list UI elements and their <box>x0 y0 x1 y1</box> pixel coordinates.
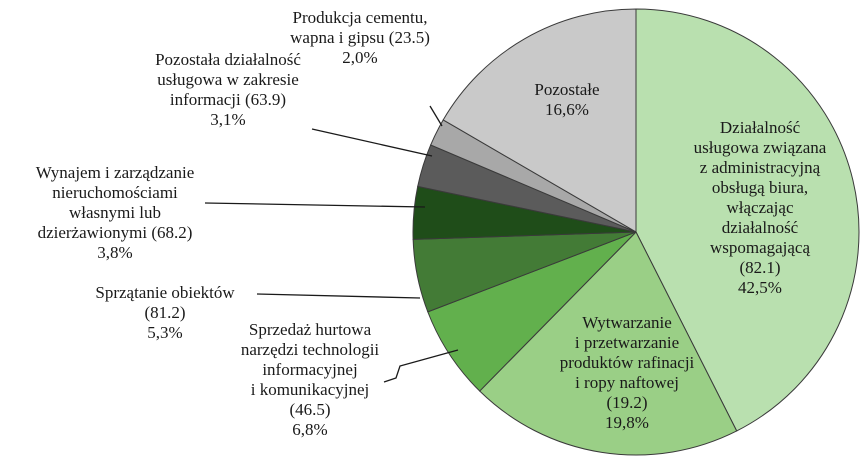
slice-label: Produkcja cementu, wapna i gipsu (23.5) 2… <box>290 8 430 68</box>
slice-label: Wytwarzanie i przetwarzanie produktów ra… <box>560 313 695 433</box>
slice-label: Sprzedaż hurtowa narzędzi technologii in… <box>241 320 379 440</box>
value-label: 3,8% <box>97 243 133 262</box>
slice-label: Sprzątanie obiektów (81.2) 5,3% <box>95 283 234 343</box>
value-label: 5,3% <box>147 323 183 342</box>
leader-line <box>429 105 443 127</box>
leader-line <box>383 349 459 383</box>
category-label: Produkcja cementu, wapna i gipsu (23.5) <box>290 8 430 47</box>
category-label: Wytwarzanie i przetwarzanie produktów ra… <box>559 313 695 412</box>
leader-line <box>204 202 426 208</box>
category-label: Wynajem i zarządzanie nieruchomościami w… <box>35 163 195 242</box>
value-label: 42,5% <box>738 278 782 297</box>
slice-label: Działalność usługowa związana z administ… <box>694 118 827 298</box>
pie-slice <box>442 8 637 233</box>
category-label: Sprzątanie obiektów (81.2) <box>95 283 235 322</box>
category-label: Działalność usługowa związana z administ… <box>693 118 827 277</box>
category-label: Pozostała działalność usługowa w zakresi… <box>155 50 301 109</box>
value-label: 3,1% <box>210 110 246 129</box>
pie-slice <box>635 8 860 432</box>
value-label: 19,8% <box>605 413 649 432</box>
leader-line <box>311 128 433 157</box>
slice-label: Pozostałe 16,6% <box>534 80 599 120</box>
value-label: 2,0% <box>342 48 378 67</box>
pie-slice <box>478 231 738 456</box>
value-label: 6,8% <box>292 420 328 439</box>
slice-label: Pozostała działalność usługowa w zakresi… <box>155 50 301 130</box>
slice-label: Wynajem i zarządzanie nieruchomościami w… <box>36 163 195 263</box>
value-label: 16,6% <box>545 100 589 119</box>
category-label: Sprzedaż hurtowa narzędzi technologii in… <box>240 320 380 419</box>
slices <box>412 8 860 456</box>
leader-line <box>256 293 421 299</box>
category-label: Pozostałe <box>534 80 600 99</box>
